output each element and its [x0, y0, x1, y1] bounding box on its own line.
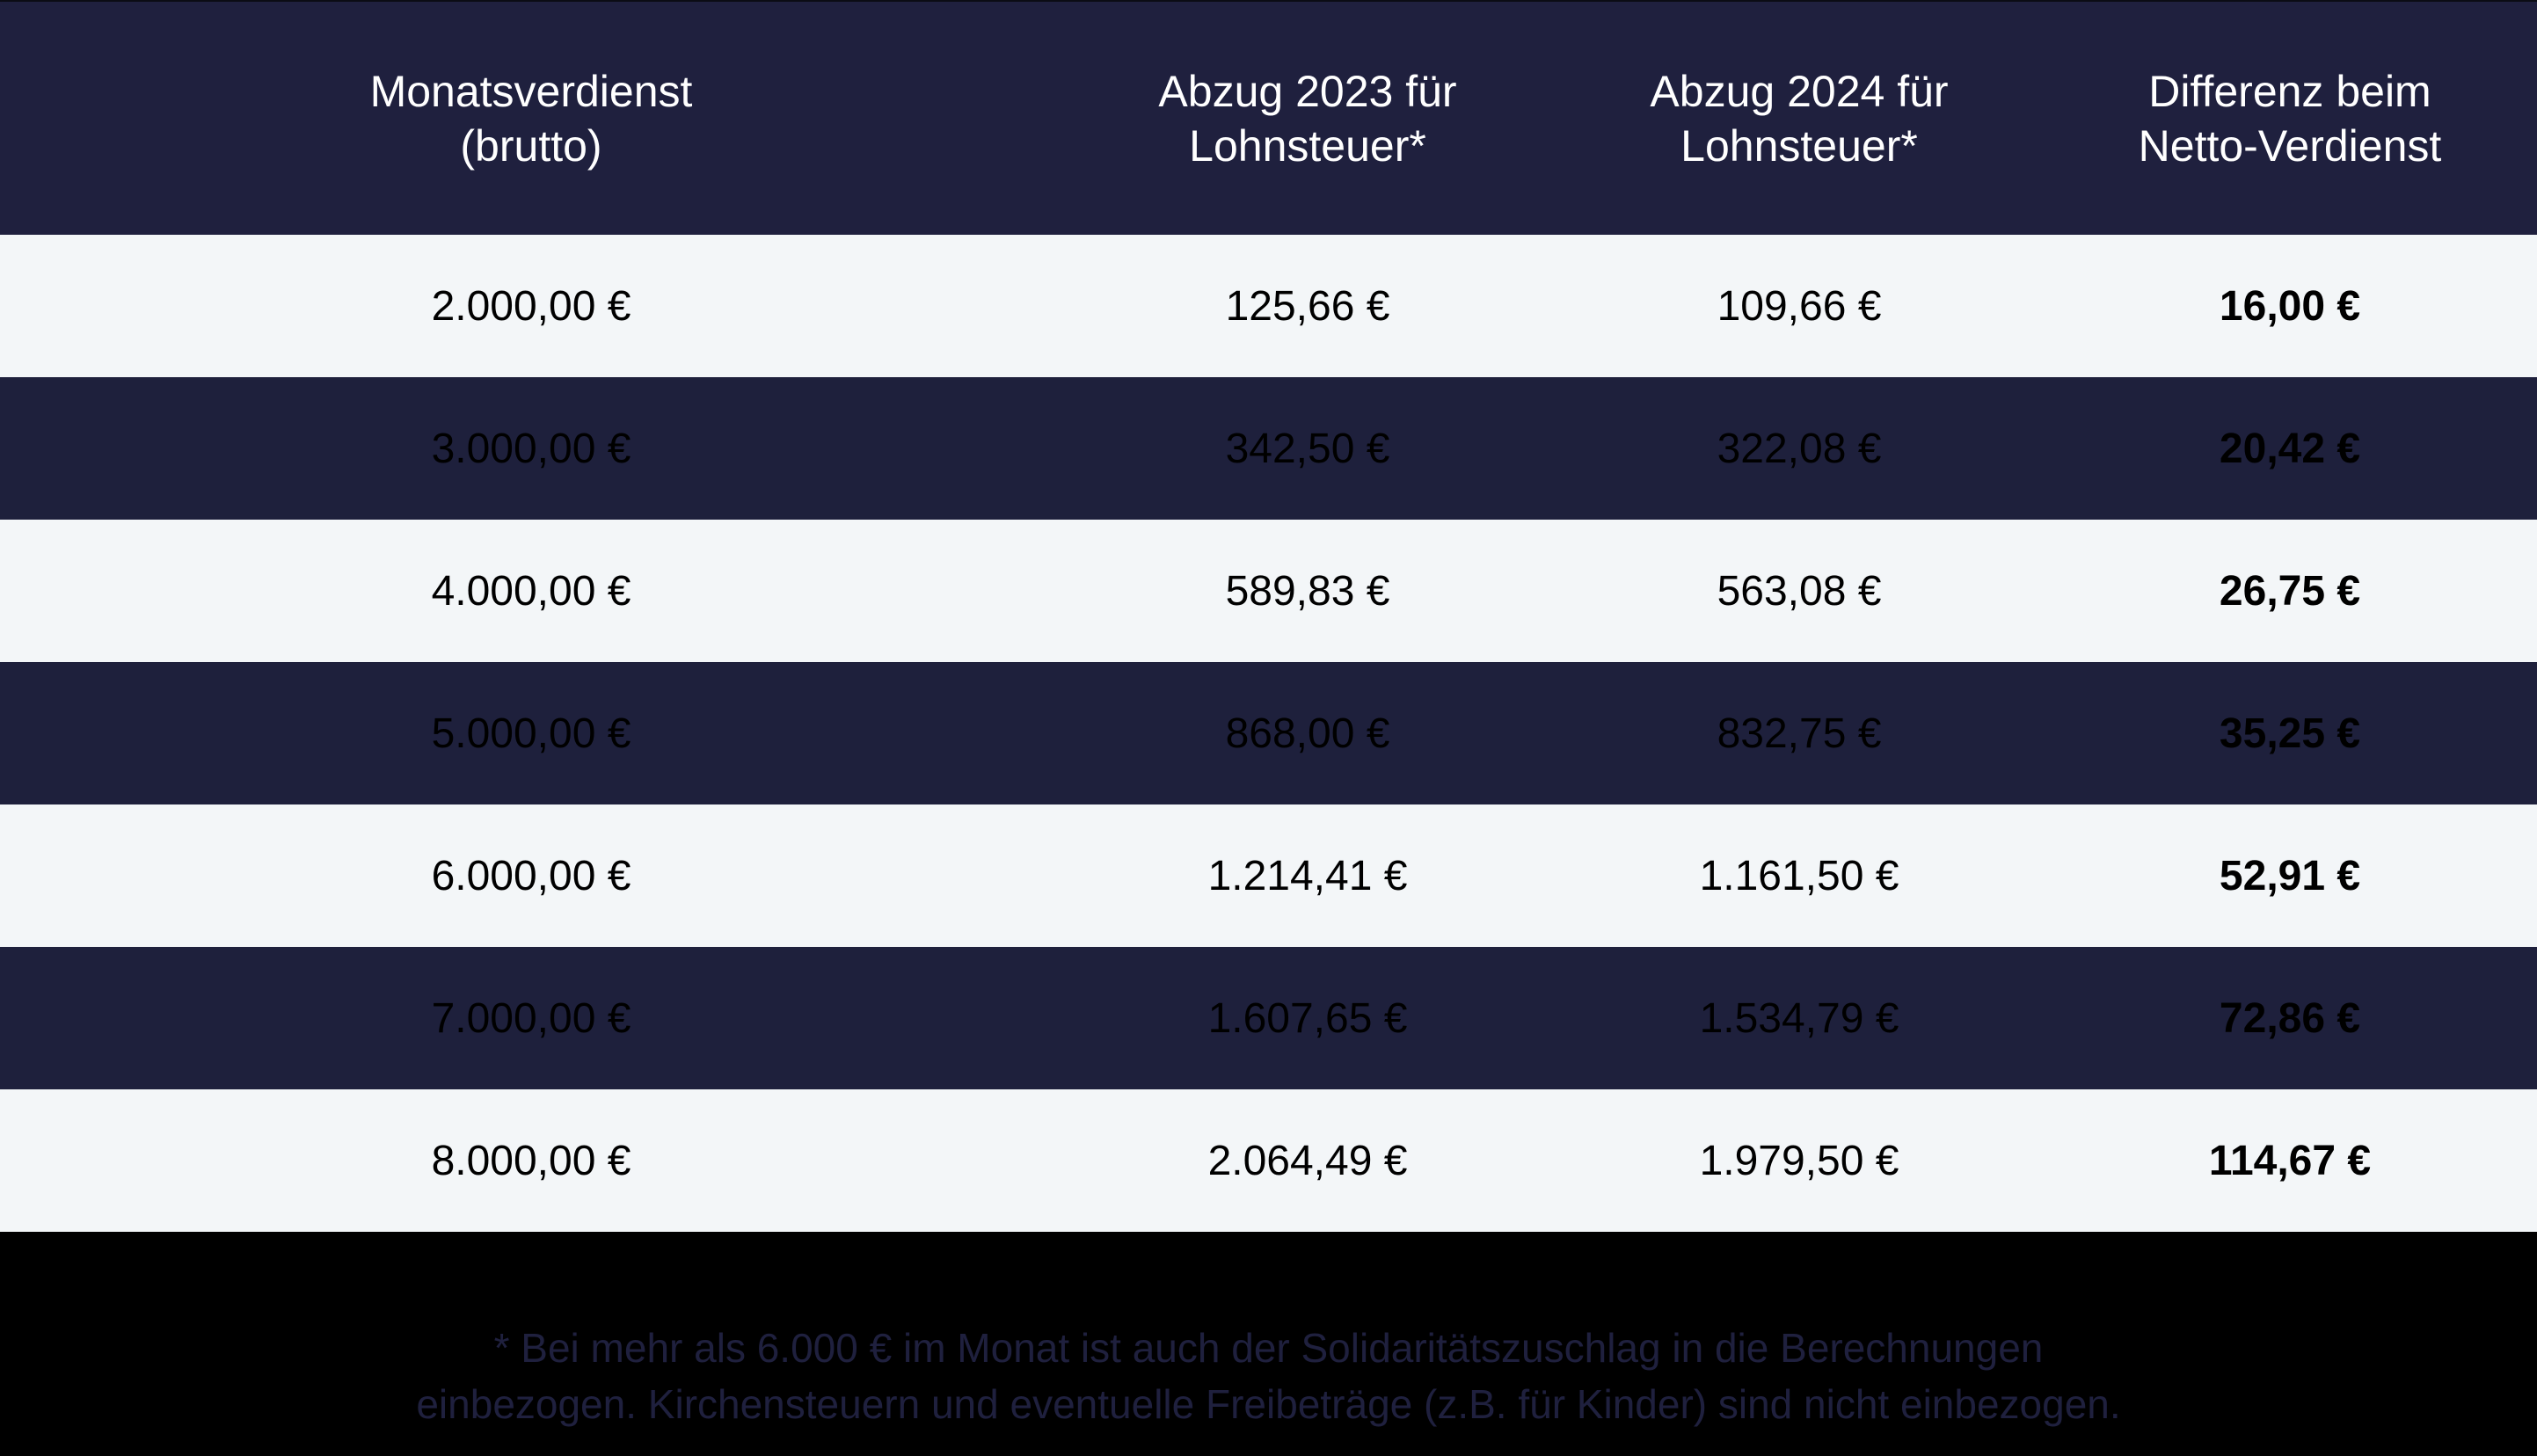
footer: * Bei mehr als 6.000 € im Monat ist auch… [0, 1232, 2537, 1456]
cell-differenz: 52,91 € [2219, 852, 2361, 899]
cell-differenz: 72,86 € [2219, 994, 2361, 1042]
cell-abzug-2024: 1.979,50 € [1699, 1137, 1899, 1184]
cell-abzug-2024: 832,75 € [1717, 710, 1882, 757]
cell-brutto: 6.000,00 € [431, 852, 631, 899]
table-row: 6.000,00 € 1.214,41 € 1.161,50 € 52,91 € [0, 804, 2537, 947]
table-header: Monatsverdienst (brutto) Abzug 2023 für … [0, 2, 2537, 235]
cell-differenz: 20,42 € [2219, 425, 2361, 472]
cell-abzug-2023: 2.064,49 € [1207, 1137, 1408, 1184]
cell-abzug-2024: 563,08 € [1717, 567, 1882, 615]
table-row: 2.000,00 € 125,66 € 109,66 € 16,00 € [0, 235, 2537, 377]
table-row: 5.000,00 € 868,00 € 832,75 € 35,25 € [0, 662, 2537, 804]
cell-abzug-2023: 125,66 € [1225, 282, 1390, 330]
table-row: 4.000,00 € 589,83 € 563,08 € 26,75 € [0, 520, 2537, 662]
table-row: 3.000,00 € 342,50 € 322,08 € 20,42 € [0, 377, 2537, 520]
cell-abzug-2023: 1.214,41 € [1207, 852, 1408, 899]
cell-brutto: 2.000,00 € [431, 282, 631, 330]
cell-brutto: 8.000,00 € [431, 1137, 631, 1184]
header-abzug-2023: Abzug 2023 für Lohnsteuer* [1158, 66, 1457, 171]
table-row: 8.000,00 € 2.064,49 € 1.979,50 € 114,67 … [0, 1089, 2537, 1232]
cell-differenz: 35,25 € [2219, 710, 2361, 757]
cell-abzug-2023: 1.607,65 € [1207, 994, 1408, 1042]
cell-brutto: 3.000,00 € [431, 425, 631, 472]
cell-differenz: 26,75 € [2219, 567, 2361, 615]
header-differenz: Differenz beim Netto-Verdienst [2138, 66, 2442, 171]
cell-abzug-2024: 322,08 € [1717, 425, 1882, 472]
cell-brutto: 5.000,00 € [431, 710, 631, 757]
top-border [0, 0, 2537, 2]
header-abzug-2024: Abzug 2024 für Lohnsteuer* [1650, 66, 1949, 171]
cell-abzug-2024: 1.534,79 € [1699, 994, 1899, 1042]
cell-abzug-2024: 1.161,50 € [1699, 852, 1899, 899]
cell-differenz: 114,67 € [2208, 1137, 2372, 1184]
cell-abzug-2023: 868,00 € [1225, 710, 1390, 757]
cell-abzug-2024: 109,66 € [1717, 282, 1882, 330]
cell-differenz: 16,00 € [2219, 282, 2361, 330]
cell-abzug-2023: 342,50 € [1225, 425, 1390, 472]
footnote-text: * Bei mehr als 6.000 € im Monat ist auch… [416, 1325, 2121, 1427]
header-monatsverdienst: Monatsverdienst (brutto) [369, 66, 693, 171]
cell-brutto: 7.000,00 € [431, 994, 631, 1042]
cell-abzug-2023: 589,83 € [1225, 567, 1390, 615]
table-row: 7.000,00 € 1.607,65 € 1.534,79 € 72,86 € [0, 947, 2537, 1089]
cell-brutto: 4.000,00 € [431, 567, 631, 615]
